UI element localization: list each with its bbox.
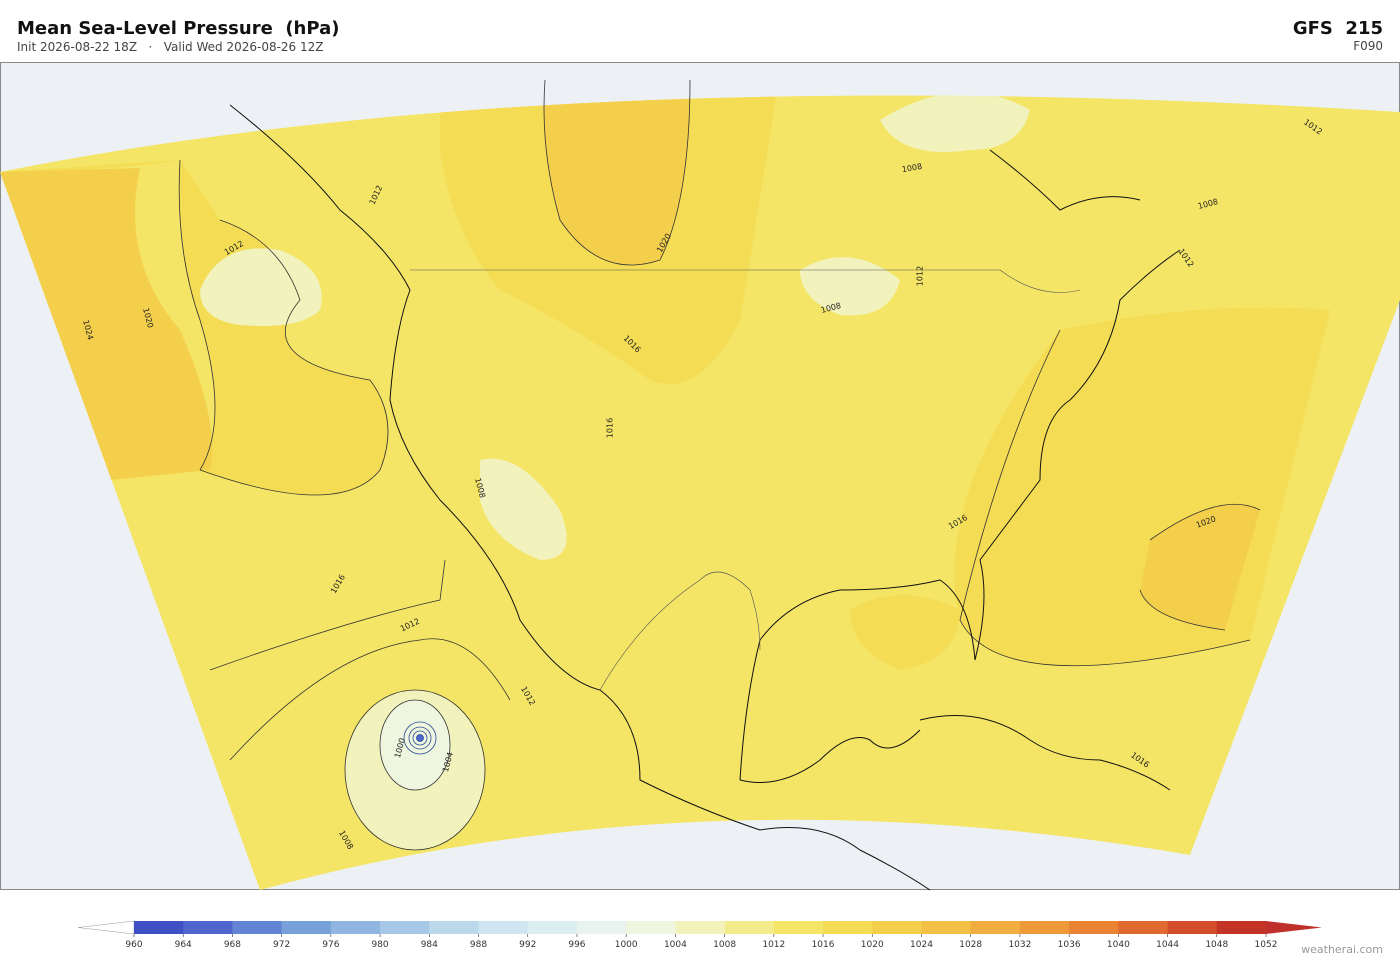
colorbar-segment bbox=[134, 921, 184, 934]
colorbar-tick-label: 1040 bbox=[1107, 940, 1130, 950]
border bbox=[599, 571, 761, 691]
storm-ring bbox=[403, 721, 437, 755]
colorbar-tick-label: 1024 bbox=[910, 940, 933, 950]
colorbar-segment bbox=[576, 921, 627, 934]
field-1008-lakes bbox=[800, 257, 900, 316]
field-1008-desert bbox=[480, 458, 567, 560]
field-1016 bbox=[0, 160, 388, 495]
colorbar-segment bbox=[1118, 921, 1168, 934]
colorbar-tick-label: 960 bbox=[125, 940, 142, 950]
forecast-hour: F090 bbox=[1353, 39, 1383, 53]
colorbar-tick-label: 996 bbox=[568, 940, 585, 950]
colorbar-segment bbox=[675, 921, 725, 934]
field-1020-plains bbox=[544, 95, 690, 265]
colorbar-segment bbox=[380, 921, 430, 934]
colorbar-tick-label: 1036 bbox=[1058, 940, 1081, 950]
colorbar-tick-label: 988 bbox=[470, 940, 487, 950]
coastline bbox=[739, 249, 1181, 781]
storm-eye bbox=[416, 734, 424, 742]
colorbar-tick-label: 1048 bbox=[1205, 940, 1228, 950]
colorbar-tick-label: 1044 bbox=[1156, 940, 1179, 950]
colorbar-segment bbox=[330, 921, 381, 934]
contour-line bbox=[199, 219, 389, 496]
colorbar-tick-label: 964 bbox=[175, 940, 192, 950]
colorbar-tick-label: 1052 bbox=[1255, 940, 1278, 950]
contour-line bbox=[178, 159, 216, 471]
contour-label: 1008 bbox=[901, 162, 923, 174]
colorbar-tick-label: 1032 bbox=[1008, 940, 1031, 950]
storm-ring bbox=[412, 730, 428, 746]
subtitle: Init 2026-08-22 18Z · Valid Wed 2026-08-… bbox=[17, 40, 324, 54]
colorbar-tick-label: 976 bbox=[322, 940, 339, 950]
coastlines bbox=[229, 104, 1181, 891]
storm-ring bbox=[408, 726, 432, 750]
coastline bbox=[919, 715, 1171, 791]
colorbar-segment bbox=[527, 921, 578, 934]
field-1016-gulf bbox=[850, 595, 960, 670]
colorbar-segment bbox=[626, 921, 676, 934]
colorbar-tick-label: 980 bbox=[371, 940, 388, 950]
colorbar-segment bbox=[232, 921, 282, 934]
colorbar-tick-label: 1000 bbox=[615, 940, 638, 950]
colorbar-segment bbox=[478, 921, 529, 934]
model-label: GFS 215 bbox=[1293, 18, 1383, 39]
storm-contours bbox=[403, 721, 437, 755]
field-1020 bbox=[0, 168, 212, 480]
colorbar-over bbox=[1266, 921, 1322, 934]
colorbar-segment bbox=[1167, 921, 1218, 934]
contour-label: 1016 bbox=[606, 418, 615, 438]
contour-line bbox=[344, 689, 486, 851]
contour-line bbox=[543, 79, 691, 266]
colorbar-segment bbox=[724, 921, 775, 934]
colorbar-tick-label: 1012 bbox=[762, 940, 785, 950]
map-panel: 1024102010121012102010161016100810161012… bbox=[0, 62, 1400, 891]
field-1012-low bbox=[200, 248, 322, 326]
contour-line bbox=[959, 329, 1251, 667]
colorbar-segment bbox=[1019, 921, 1070, 934]
colorbar-segment bbox=[921, 921, 971, 934]
credit: weatherai.com bbox=[1301, 943, 1383, 956]
pressure-field bbox=[0, 95, 1400, 890]
colorbar-tick-label: 992 bbox=[519, 940, 536, 950]
colorbar-segment bbox=[970, 921, 1021, 934]
colorbar-tick-label: 972 bbox=[273, 940, 290, 950]
colorbar-tick-label: 1028 bbox=[959, 940, 982, 950]
colorbar-segment bbox=[872, 921, 922, 934]
colorbar-tick-label: 1004 bbox=[664, 940, 687, 950]
colorbar-tick-label: 984 bbox=[421, 940, 438, 950]
colorbar-segment bbox=[823, 921, 873, 934]
colorbar-segment bbox=[1216, 921, 1267, 934]
field-1020-atlantic bbox=[1140, 504, 1260, 630]
colorbar: 960 964 968 972 976 980 984 988 992 996 1000 1004 10… bbox=[77, 920, 1322, 950]
field-1000-storm bbox=[380, 700, 450, 790]
title: Mean Sea-Level Pressure (hPa) bbox=[17, 18, 339, 39]
colorbar-segment bbox=[1069, 921, 1119, 934]
colorbar-segment bbox=[281, 921, 332, 934]
colorbar-segment bbox=[429, 921, 479, 934]
contour-line bbox=[379, 699, 451, 791]
colorbar-tick-label: 1020 bbox=[861, 940, 884, 950]
contour-line bbox=[229, 638, 511, 761]
colorbar-segment bbox=[773, 921, 824, 934]
border bbox=[410, 269, 1081, 293]
colorbar-segment bbox=[183, 921, 233, 934]
contours bbox=[178, 79, 1261, 851]
coastline bbox=[229, 104, 931, 891]
coastline bbox=[739, 729, 921, 783]
contour-line bbox=[1139, 503, 1261, 631]
colorbar-under bbox=[77, 920, 135, 935]
colorbar-tick-label: 968 bbox=[224, 940, 241, 950]
colorbar-tick-label: 1016 bbox=[812, 940, 835, 950]
field-1008-canada bbox=[880, 95, 1030, 152]
coastline bbox=[989, 149, 1141, 211]
borders bbox=[410, 269, 1081, 691]
contour-label: 1012 bbox=[916, 266, 925, 286]
contour-line bbox=[209, 559, 446, 671]
colorbar-tick-label: 1008 bbox=[713, 940, 736, 950]
